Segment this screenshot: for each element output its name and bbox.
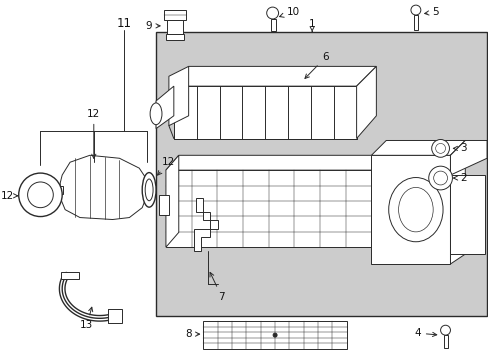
- Polygon shape: [371, 155, 449, 264]
- Bar: [166, 20, 183, 34]
- Polygon shape: [165, 155, 179, 247]
- Circle shape: [19, 173, 62, 217]
- Polygon shape: [165, 170, 371, 247]
- Polygon shape: [159, 195, 168, 215]
- Bar: [443, 335, 447, 348]
- Circle shape: [435, 143, 445, 153]
- Text: 11: 11: [117, 17, 132, 30]
- Polygon shape: [449, 140, 486, 175]
- Text: 4: 4: [413, 328, 436, 338]
- Text: 1: 1: [308, 19, 315, 32]
- Polygon shape: [173, 66, 376, 86]
- Circle shape: [27, 182, 53, 208]
- Text: 2: 2: [452, 173, 466, 183]
- Ellipse shape: [398, 188, 432, 232]
- Bar: [165, 34, 183, 40]
- Text: 10: 10: [279, 7, 299, 17]
- Polygon shape: [165, 155, 386, 170]
- Text: 13: 13: [80, 307, 93, 330]
- Ellipse shape: [150, 103, 162, 125]
- Circle shape: [273, 333, 277, 337]
- Text: 9: 9: [145, 21, 160, 31]
- Text: 12: 12: [87, 109, 100, 158]
- Circle shape: [440, 325, 449, 335]
- Text: 8: 8: [184, 329, 199, 339]
- Ellipse shape: [145, 179, 153, 201]
- Circle shape: [410, 5, 420, 15]
- Polygon shape: [156, 86, 173, 129]
- Polygon shape: [60, 155, 147, 220]
- Bar: [203, 321, 346, 349]
- Bar: [108, 309, 122, 323]
- Text: 12: 12: [0, 191, 18, 201]
- Polygon shape: [173, 86, 356, 139]
- Polygon shape: [356, 66, 376, 139]
- Text: 7: 7: [209, 273, 224, 302]
- Circle shape: [431, 139, 448, 157]
- Bar: [413, 15, 417, 30]
- Polygon shape: [371, 140, 465, 155]
- Text: 12: 12: [157, 157, 175, 175]
- Text: 3: 3: [452, 143, 466, 153]
- Bar: [270, 19, 275, 31]
- Polygon shape: [168, 66, 188, 126]
- Bar: [163, 10, 185, 20]
- Polygon shape: [449, 175, 484, 254]
- Ellipse shape: [388, 177, 442, 242]
- Polygon shape: [193, 198, 218, 251]
- Ellipse shape: [142, 172, 156, 207]
- Text: 5: 5: [424, 7, 438, 17]
- Circle shape: [266, 7, 278, 19]
- Polygon shape: [449, 140, 465, 264]
- Bar: [55, 186, 63, 194]
- Text: 6: 6: [305, 53, 328, 78]
- Bar: [61, 272, 79, 279]
- Circle shape: [433, 171, 447, 185]
- Bar: [156, 32, 486, 316]
- Circle shape: [428, 166, 451, 190]
